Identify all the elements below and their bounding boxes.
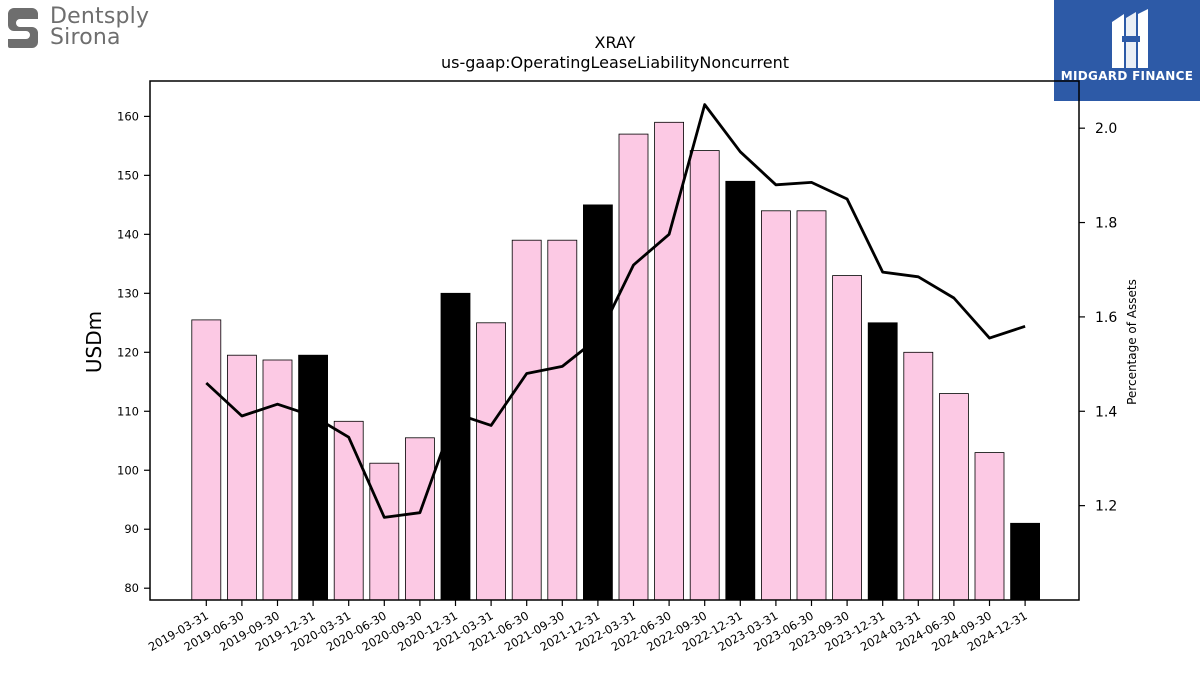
bar-2024-12-31 (1010, 522, 1040, 601)
dentsply-sirona-wordmark: Dentsply Sirona (50, 4, 150, 50)
dentsply-sirona-s-icon (8, 8, 38, 48)
chart-title: XRAY (595, 33, 636, 52)
bar-2019-12-31 (298, 354, 329, 601)
line-series (205, 103, 1026, 519)
y-tick-label: 160 (117, 109, 139, 123)
dentsply-sirona-logo: Dentsply Sirona (6, 4, 166, 50)
y-axis-label: USDm (82, 311, 106, 373)
chart-subtitle: us-gaap:OperatingLeaseLiabilityNoncurren… (441, 53, 789, 72)
bar-2019-03-31 (191, 319, 222, 601)
y2-tick-label: 1.2 (1095, 499, 1117, 515)
y-tick-label: 110 (117, 404, 139, 418)
bar-2023-09-30 (832, 275, 862, 601)
midgard-brand-name: MIDGARD FINANCE (1060, 69, 1194, 83)
brand-line-2: Sirona (50, 25, 121, 50)
bar-2024-09-30 (974, 452, 1005, 601)
y2-tick-label: 1.8 (1095, 216, 1117, 232)
plot-frame (149, 80, 1080, 601)
y-tick-label: 90 (124, 522, 139, 536)
bar-2020-09-30 (404, 437, 435, 601)
bar-2020-06-30 (369, 462, 400, 601)
y-tick-label: 80 (124, 581, 139, 595)
bar-2020-03-31 (333, 420, 364, 601)
percentage-of-assets-line (205, 103, 1026, 519)
bar-2020-12-31 (440, 292, 471, 601)
bar-2021-09-30 (547, 239, 578, 601)
y-axis-right: 1.2 1.4 1.6 1.8 2.0 (1079, 121, 1117, 515)
bar-2021-03-31 (476, 322, 507, 601)
y2-tick-label: 1.4 (1095, 404, 1117, 420)
y-tick-label: 130 (117, 286, 139, 300)
bar-series (191, 121, 1040, 601)
bar-2024-06-30 (939, 393, 969, 601)
bar-2022-09-30 (689, 150, 720, 601)
y-tick-label: 150 (117, 168, 139, 182)
bar-2024-03-31 (903, 351, 934, 601)
y2-tick-label: 2.0 (1095, 121, 1117, 137)
y-tick-label: 140 (117, 227, 139, 241)
bar-2021-06-30 (511, 239, 542, 601)
brand-line-1: Dentsply (50, 4, 150, 29)
y2-axis-label: Percentage of Assets (1125, 279, 1139, 405)
y-tick-label: 100 (117, 463, 139, 477)
midgard-m-icon (1112, 9, 1148, 68)
bar-2021-12-31 (583, 204, 613, 601)
bar-2023-12-31 (867, 322, 898, 601)
y2-tick-label: 1.6 (1095, 310, 1117, 326)
bar-2019-06-30 (226, 354, 257, 601)
bar-2023-06-30 (796, 210, 827, 601)
bar-2023-03-31 (761, 210, 791, 601)
y-axis-left: 80 90 100 110 120 130 140 150 160 (117, 109, 150, 595)
bar-2022-12-31 (725, 180, 756, 601)
bar-2022-03-31 (618, 133, 649, 601)
bar-2019-09-30 (262, 359, 293, 601)
y-tick-label: 120 (117, 345, 139, 359)
x-axis: 2019-03-312019-06-302019-09-302019-12-31… (146, 600, 1030, 654)
